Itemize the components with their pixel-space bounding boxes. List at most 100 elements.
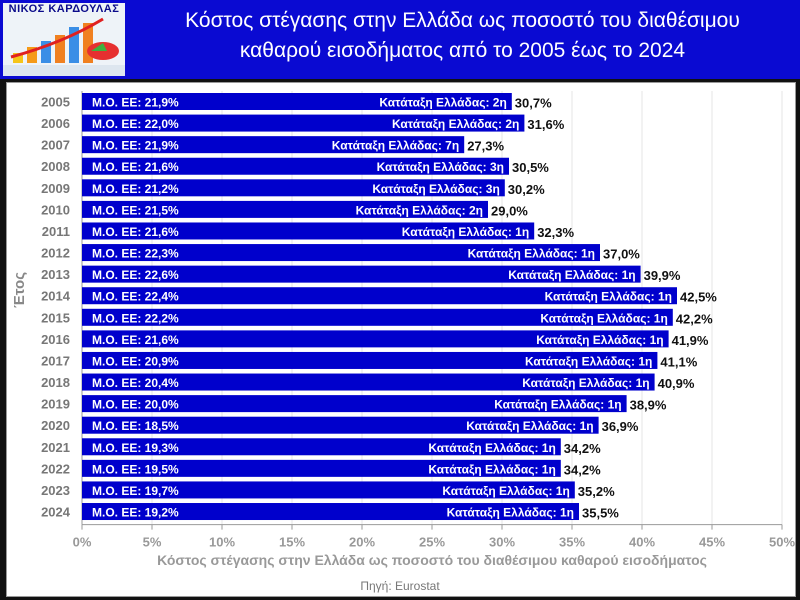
rank-label: Κατάταξη Ελλάδας: 2η [379, 96, 506, 110]
title-line-2: καθαρού εισοδήματος από το 2005 έως το 2… [239, 39, 686, 62]
bar-row: 2011 Μ.Ο. ΕΕ: 21,6% Κατάταξη Ελλάδας: 1η 32… [42, 222, 575, 240]
value-label: 36,9% [602, 419, 639, 434]
year-label: 2017 [41, 353, 70, 368]
rank-label: Κατάταξη Ελλάδας: 1η [536, 333, 663, 347]
bar-row: 2008 Μ.Ο. ΕΕ: 21,6% Κατάταξη Ελλάδας: 3η 30… [41, 157, 549, 175]
value-label: 35,5% [582, 506, 619, 521]
year-label: 2023 [41, 483, 70, 498]
x-axis-title: Κόστος στέγασης στην Ελλάδα ως ποσοστό τ… [157, 552, 707, 568]
bar-row: 2009 Μ.Ο. ΕΕ: 21,2% Κατάταξη Ελλάδας: 3η 30… [41, 179, 545, 197]
year-label: 2006 [41, 116, 70, 131]
year-label: 2011 [42, 224, 70, 239]
rank-label: Κατάταξη Ελλάδας: 1η [447, 506, 574, 520]
eu-average-label: Μ.Ο. ΕΕ: 18,5% [92, 419, 179, 433]
rank-label: Κατάταξη Ελλάδας: 1η [508, 268, 635, 282]
bar [82, 330, 669, 348]
rank-label: Κατάταξη Ελλάδας: 1η [540, 311, 667, 325]
bar [82, 222, 535, 240]
value-label: 40,9% [658, 376, 695, 391]
year-label: 2009 [41, 181, 70, 196]
bar-row: 2020 Μ.Ο. ΕΕ: 18,5% Κατάταξη Ελλάδας: 1η 36… [41, 416, 639, 434]
bar-row: 2012 Μ.Ο. ΕΕ: 22,3% Κατάταξη Ελλάδας: 1η 37… [41, 244, 640, 262]
logo-name: ΝΙΚΟΣ ΚΑΡΔΟΥΛΑΣ [8, 3, 120, 15]
bar [82, 308, 673, 326]
eu-average-label: Μ.Ο. ΕΕ: 22,3% [92, 247, 179, 261]
rank-label: Κατάταξη Ελλάδας: 1η [525, 354, 652, 368]
bar [82, 114, 525, 132]
rank-label: Κατάταξη Ελλάδας: 3η [377, 160, 504, 174]
bar-row: 2023 Μ.Ο. ΕΕ: 19,7% Κατάταξη Ελλάδας: 1η 35… [41, 481, 615, 499]
eu-average-label: Μ.Ο. ΕΕ: 21,6% [92, 333, 179, 347]
eu-average-label: Μ.Ο. ΕΕ: 20,9% [92, 354, 179, 368]
year-label: 2013 [41, 267, 70, 282]
bar [82, 179, 505, 197]
rank-label: Κατάταξη Ελλάδας: 1η [466, 419, 593, 433]
x-tick-label: 5% [143, 535, 162, 550]
eu-average-label: Μ.Ο. ΕΕ: 19,7% [92, 484, 179, 498]
value-label: 42,2% [676, 311, 713, 326]
logo-graphic [3, 17, 125, 76]
bar-row: 2022 Μ.Ο. ΕΕ: 19,5% Κατάταξη Ελλάδας: 1η 34… [41, 459, 601, 477]
eu-average-label: Μ.Ο. ΕΕ: 21,2% [92, 182, 179, 196]
bar [82, 200, 488, 218]
bar-row: 2016 Μ.Ο. ΕΕ: 21,6% Κατάταξη Ελλάδας: 1η 41… [41, 330, 709, 348]
eu-average-label: Μ.Ο. ΕΕ: 22,0% [92, 117, 179, 131]
rank-label: Κατάταξη Ελλάδας: 1η [522, 376, 649, 390]
rank-label: Κατάταξη Ελλάδας: 1η [468, 247, 595, 261]
value-label: 32,3% [537, 225, 574, 240]
value-label: 34,2% [564, 441, 601, 456]
bar-row: 2006 Μ.Ο. ΕΕ: 22,0% Κατάταξη Ελλάδας: 2η 31… [41, 114, 565, 132]
bar-row: 2015 Μ.Ο. ΕΕ: 22,2% Κατάταξη Ελλάδας: 1η 42… [41, 308, 713, 326]
bar [82, 136, 465, 154]
value-label: 42,5% [680, 290, 717, 305]
value-label: 38,9% [630, 398, 667, 413]
rank-label: Κατάταξη Ελλάδας: 1η [402, 225, 529, 239]
x-tick-label: 50% [769, 535, 795, 550]
title-line-1: Κόστος στέγασης στην Ελλάδα ως ποσοστό τ… [185, 9, 740, 32]
bar [82, 459, 561, 477]
value-label: 37,0% [603, 247, 640, 262]
value-label: 30,7% [515, 96, 552, 111]
year-label: 2008 [41, 159, 70, 174]
year-label: 2005 [41, 95, 70, 110]
eu-average-label: Μ.Ο. ΕΕ: 21,9% [92, 96, 179, 110]
year-label: 2018 [41, 375, 70, 390]
value-label: 41,1% [660, 354, 697, 369]
rank-label: Κατάταξη Ελλάδας: 7η [332, 139, 459, 153]
value-label: 41,9% [672, 333, 709, 348]
rank-label: Κατάταξη Ελλάδας: 2η [392, 117, 519, 131]
year-label: 2022 [41, 461, 70, 476]
year-label: 2007 [41, 138, 70, 153]
bar [82, 503, 579, 521]
year-label: 2019 [41, 397, 70, 412]
value-label: 30,2% [508, 182, 545, 197]
year-label: 2012 [41, 246, 70, 261]
x-tick-label: 30% [489, 535, 515, 550]
logo: ΝΙΚΟΣ ΚΑΡΔΟΥΛΑΣ [3, 3, 125, 76]
chart-title: Κόστος στέγασης στην Ελλάδα ως ποσοστό τ… [130, 6, 795, 66]
bar [82, 373, 655, 391]
rank-label: Κατάταξη Ελλάδας: 1η [494, 398, 621, 412]
year-label: 2021 [41, 440, 70, 455]
bar-row: 2013 Μ.Ο. ΕΕ: 22,6% Κατάταξη Ελλάδας: 1η 39… [41, 265, 681, 283]
bar [82, 481, 575, 499]
rank-label: Κατάταξη Ελλάδας: 1η [428, 441, 555, 455]
x-tick-label: 45% [699, 535, 725, 550]
bar-row: 2018 Μ.Ο. ΕΕ: 20,4% Κατάταξη Ελλάδας: 1η 40… [41, 373, 695, 391]
eu-average-label: Μ.Ο. ΕΕ: 22,6% [92, 268, 179, 282]
rank-label: Κατάταξη Ελλάδας: 1η [442, 484, 569, 498]
rank-label: Κατάταξη Ελλάδας: 1η [428, 462, 555, 476]
eu-average-label: Μ.Ο. ΕΕ: 19,3% [92, 441, 179, 455]
eu-average-label: Μ.Ο. ΕΕ: 21,6% [92, 225, 179, 239]
eu-average-label: Μ.Ο. ΕΕ: 19,5% [92, 462, 179, 476]
eu-average-label: Μ.Ο. ΕΕ: 21,6% [92, 160, 179, 174]
bar [82, 287, 677, 305]
year-label: 2020 [41, 418, 70, 433]
rank-label: Κατάταξη Ελλάδας: 1η [545, 290, 672, 304]
year-label: 2015 [41, 310, 70, 325]
x-tick-label: 0% [73, 535, 92, 550]
bar-row: 2024 Μ.Ο. ΕΕ: 19,2% Κατάταξη Ελλάδας: 1η 35… [41, 503, 619, 521]
value-label: 35,2% [578, 484, 615, 499]
x-tick-label: 35% [559, 535, 585, 550]
